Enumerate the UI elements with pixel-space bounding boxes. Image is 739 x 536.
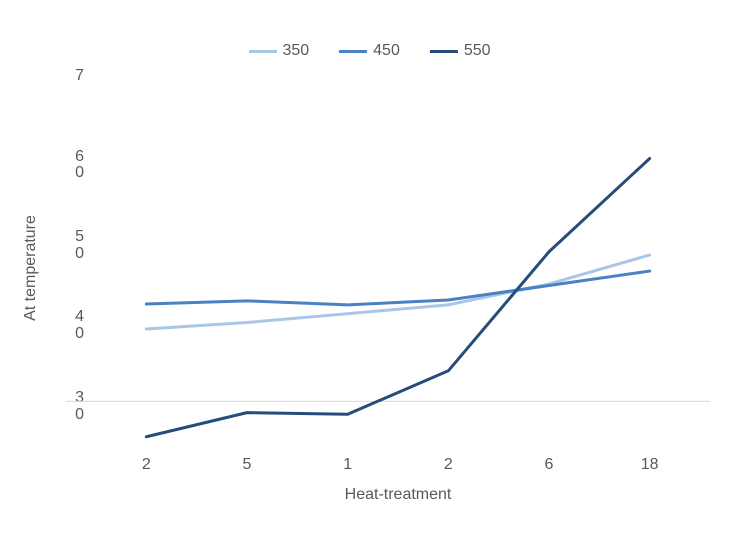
chart-plot-area — [0, 0, 739, 536]
series-line — [146, 158, 649, 436]
series-line — [146, 255, 649, 329]
line-chart: At temperature 304050607 2512618 Heat-tr… — [0, 0, 739, 536]
